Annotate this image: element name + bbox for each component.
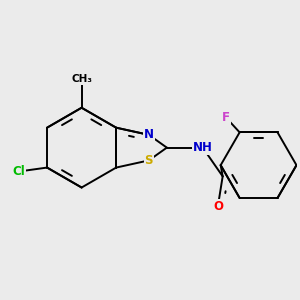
Text: N: N xyxy=(144,128,154,141)
Text: NH: NH xyxy=(193,141,213,154)
Text: Cl: Cl xyxy=(12,165,25,178)
Text: CH₃: CH₃ xyxy=(71,74,92,84)
Text: F: F xyxy=(222,111,230,124)
Text: O: O xyxy=(213,200,223,213)
Text: S: S xyxy=(145,154,153,167)
